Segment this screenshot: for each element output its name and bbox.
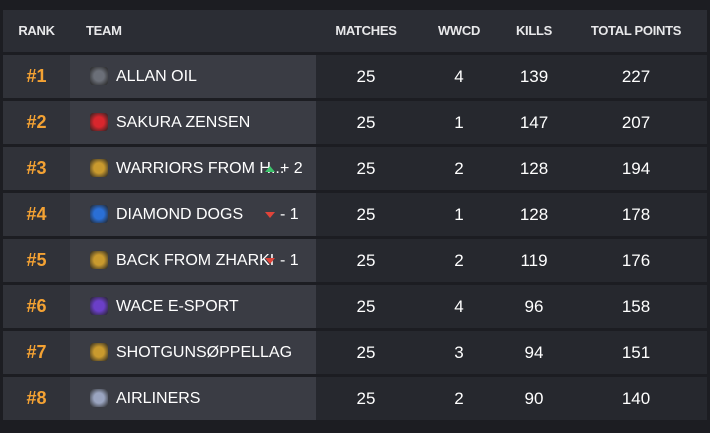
wwcd: 3	[454, 343, 464, 362]
team-logo	[90, 343, 108, 361]
team-logo	[90, 297, 108, 315]
rank: #2	[26, 112, 47, 132]
points: 176	[621, 251, 651, 270]
table-row: #2 SAKURA ZENSEN 25 1 147 207	[3, 101, 707, 144]
rank-change: - 1	[280, 206, 299, 223]
column-header: KILLS	[515, 23, 553, 38]
team-logo	[90, 251, 108, 269]
rank-cell-bg	[3, 239, 70, 282]
team-logo	[90, 389, 108, 407]
wwcd: 2	[454, 389, 464, 408]
team-name: SHOTGUNSØPPELLAG	[116, 344, 293, 361]
points: 207	[621, 113, 651, 132]
wwcd: 1	[454, 205, 464, 224]
column-header: MATCHES	[335, 23, 397, 38]
team-name: WACE E-SPORT	[116, 298, 239, 315]
table-row: #3 WARRIORS FROM H... + 2 25 2 128 194	[3, 147, 707, 190]
rank-cell-bg	[3, 193, 70, 236]
kills: 128	[519, 205, 549, 224]
points: 140	[621, 389, 651, 408]
matches: 25	[356, 205, 376, 224]
rank-cell-bg	[3, 331, 70, 374]
table-row: #5 BACK FROM ZHARKI - 1 25 2 119 176	[3, 239, 707, 282]
team-cell-bg	[70, 193, 316, 236]
team-cell-bg	[70, 55, 316, 98]
team-cell-bg	[70, 101, 316, 144]
points: 227	[621, 67, 651, 86]
wwcd: 4	[454, 297, 464, 316]
column-header: TEAM	[86, 23, 122, 38]
team-logo	[90, 205, 108, 223]
matches: 25	[356, 297, 376, 316]
column-header: TOTAL POINTS	[590, 23, 682, 38]
team-name: SAKURA ZENSEN	[116, 114, 251, 131]
team-name: ALLAN OIL	[116, 68, 197, 85]
rank: #1	[26, 66, 47, 86]
rank-cell-bg	[3, 147, 70, 190]
kills: 119	[520, 251, 548, 270]
team-logo	[90, 67, 108, 85]
team-name: DIAMOND DOGS	[116, 206, 244, 223]
team-name: BACK FROM ZHARKI	[116, 252, 275, 269]
change-arrow	[265, 258, 275, 264]
wwcd: 1	[454, 113, 464, 132]
rank: #4	[26, 204, 47, 224]
change-arrow	[265, 212, 275, 218]
matches: 25	[356, 251, 376, 270]
rank: #5	[26, 250, 47, 270]
points: 151	[621, 343, 651, 362]
table-row: #6 WACE E-SPORT 25 4 96 158	[3, 285, 707, 328]
rank-cell-bg	[3, 377, 70, 420]
column-header: RANK	[18, 23, 55, 38]
rank-change: + 2	[280, 160, 303, 177]
kills: 90	[524, 389, 544, 408]
team-logo	[90, 113, 108, 131]
wwcd: 2	[454, 251, 464, 270]
team-name: AIRLINERS	[116, 390, 201, 407]
team-cell-bg	[70, 331, 316, 374]
kills: 96	[524, 297, 544, 316]
table-row: #8 AIRLINERS 25 2 90 140	[3, 377, 707, 420]
team-cell-bg	[70, 377, 316, 420]
change-arrow	[265, 166, 275, 172]
kills: 139	[519, 67, 549, 86]
kills: 94	[524, 343, 544, 362]
column-header: WWCD	[437, 23, 481, 38]
rank: #3	[26, 158, 47, 178]
rank: #8	[26, 388, 47, 408]
rank-cell-bg	[3, 285, 70, 328]
team-name: WARRIORS FROM H...	[116, 160, 285, 177]
team-cell-bg	[70, 239, 316, 282]
rank-cell-bg	[3, 55, 70, 98]
kills: 147	[519, 113, 549, 132]
rank: #7	[26, 342, 47, 362]
matches: 25	[356, 159, 376, 178]
table-row: #1 ALLAN OIL 25 4 139 227	[3, 55, 707, 98]
team-cell-bg	[70, 285, 316, 328]
table-row: #4 DIAMOND DOGS - 1 25 1 128 178	[3, 193, 707, 236]
points: 194	[621, 159, 651, 178]
table-row: #7 SHOTGUNSØPPELLAG 25 3 94 151	[3, 331, 707, 374]
rank-change: - 1	[280, 252, 299, 269]
wwcd: 2	[454, 159, 464, 178]
matches: 25	[356, 343, 376, 362]
rank: #6	[26, 296, 47, 316]
points: 178	[621, 205, 651, 224]
rank-cell-bg	[3, 101, 70, 144]
matches: 25	[356, 389, 376, 408]
team-logo	[90, 159, 108, 177]
header-bar	[3, 10, 707, 52]
kills: 128	[519, 159, 549, 178]
team-cell-bg	[70, 147, 316, 190]
matches: 25	[356, 113, 376, 132]
matches: 25	[356, 67, 376, 86]
wwcd: 4	[454, 67, 464, 86]
points: 158	[621, 297, 651, 316]
